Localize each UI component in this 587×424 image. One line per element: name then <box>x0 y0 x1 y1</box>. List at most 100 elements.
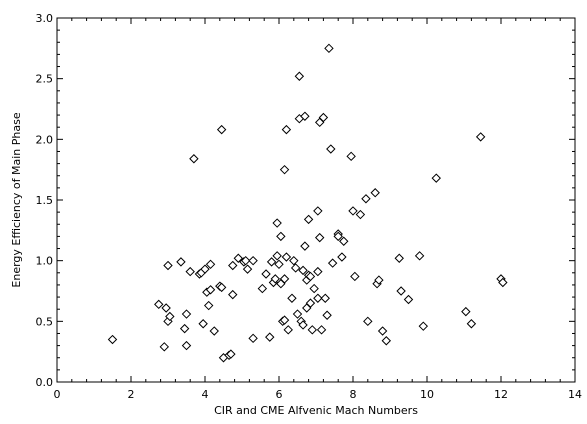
data-point <box>294 71 305 81</box>
data-point <box>176 257 186 267</box>
data-point <box>283 325 293 335</box>
data-point <box>161 303 171 313</box>
axis-tick-labels: 0 2 4 6 8 10 12 14 0.0 0.5 1.0 1.5 2.0 2.5 3.0 <box>36 12 583 401</box>
data-point <box>216 282 227 293</box>
data-point <box>361 194 371 204</box>
data-point <box>298 320 308 330</box>
data-point <box>185 266 195 277</box>
data-point <box>159 342 170 352</box>
data-point <box>287 293 297 303</box>
data-point <box>248 333 258 344</box>
data-point <box>270 274 281 284</box>
data-point <box>339 236 349 246</box>
data-point <box>226 349 236 359</box>
data-point <box>327 258 338 268</box>
data-point <box>281 252 292 262</box>
data-point <box>418 321 429 331</box>
data-point <box>313 206 323 216</box>
x-tick-label: 0 <box>54 388 61 401</box>
data-point <box>326 144 336 154</box>
data-point <box>313 293 323 303</box>
data-point <box>498 277 508 288</box>
data-point <box>228 289 238 300</box>
plot-frame <box>56 17 576 383</box>
y-tick-label: 0.5 <box>36 315 54 328</box>
data-point <box>257 283 268 294</box>
data-point <box>233 253 244 263</box>
y-tick-label: 1.5 <box>36 194 54 207</box>
data-point <box>370 188 380 198</box>
data-point <box>198 319 208 329</box>
plot-border <box>56 17 576 383</box>
data-point <box>322 310 332 320</box>
data-point <box>248 255 258 266</box>
y-tick-label: 2.5 <box>36 73 54 86</box>
data-point <box>300 241 310 251</box>
data-point <box>272 218 282 228</box>
data-point <box>216 124 227 135</box>
data-point <box>313 266 323 277</box>
data-point <box>363 316 373 327</box>
data-point <box>324 43 334 54</box>
y-tick-label: 1.0 <box>36 255 54 268</box>
data-point <box>209 326 219 336</box>
data-point <box>179 323 190 334</box>
x-tick-label: 14 <box>568 388 582 401</box>
x-tick-label: 4 <box>202 388 209 401</box>
data-point <box>307 325 318 335</box>
y-tick-label: 2.0 <box>36 133 54 146</box>
data-point <box>205 285 216 295</box>
axis-ticks <box>56 17 576 383</box>
data-point <box>374 275 384 285</box>
data-point <box>205 259 216 270</box>
data-point <box>431 173 441 183</box>
data-point <box>279 274 290 284</box>
data-point <box>466 319 477 329</box>
data-points <box>107 43 508 363</box>
x-tick-label: 10 <box>420 388 434 401</box>
data-point <box>350 271 360 282</box>
data-point <box>314 232 325 243</box>
y-tick-label: 0.0 <box>36 376 54 389</box>
data-point <box>290 263 301 273</box>
data-point <box>309 283 319 294</box>
data-point <box>274 259 284 270</box>
data-point <box>303 214 314 225</box>
data-point <box>316 325 327 335</box>
data-point <box>265 332 275 342</box>
y-axis-title: Energy Efficiency of Main Phase <box>10 112 23 287</box>
data-point <box>298 265 308 276</box>
x-tick-label: 2 <box>128 388 135 401</box>
data-point <box>394 253 404 263</box>
data-point <box>165 311 175 322</box>
data-point <box>305 271 316 282</box>
x-axis-title: CIR and CME Alfvenic Mach Numbers <box>214 404 418 417</box>
x-tick-label: 12 <box>494 388 508 401</box>
data-point <box>272 251 282 261</box>
data-point <box>348 206 358 216</box>
data-point <box>261 269 271 279</box>
data-point <box>461 306 471 317</box>
y-tick-label: 3.0 <box>36 12 54 25</box>
x-tick-label: 6 <box>276 388 283 401</box>
data-point <box>163 260 173 271</box>
data-point <box>276 231 286 242</box>
data-point <box>305 298 316 308</box>
x-tick-label: 8 <box>350 388 357 401</box>
data-point <box>107 334 118 345</box>
data-point <box>396 286 406 296</box>
data-point <box>414 251 425 261</box>
data-point <box>240 255 251 266</box>
data-point <box>228 260 238 271</box>
data-point <box>200 264 210 274</box>
data-point <box>346 151 356 162</box>
data-point <box>289 255 299 266</box>
data-point <box>403 294 414 305</box>
data-point <box>266 257 277 267</box>
data-point <box>318 112 329 123</box>
data-point <box>320 293 330 303</box>
data-point <box>355 209 366 220</box>
data-point <box>337 252 347 262</box>
